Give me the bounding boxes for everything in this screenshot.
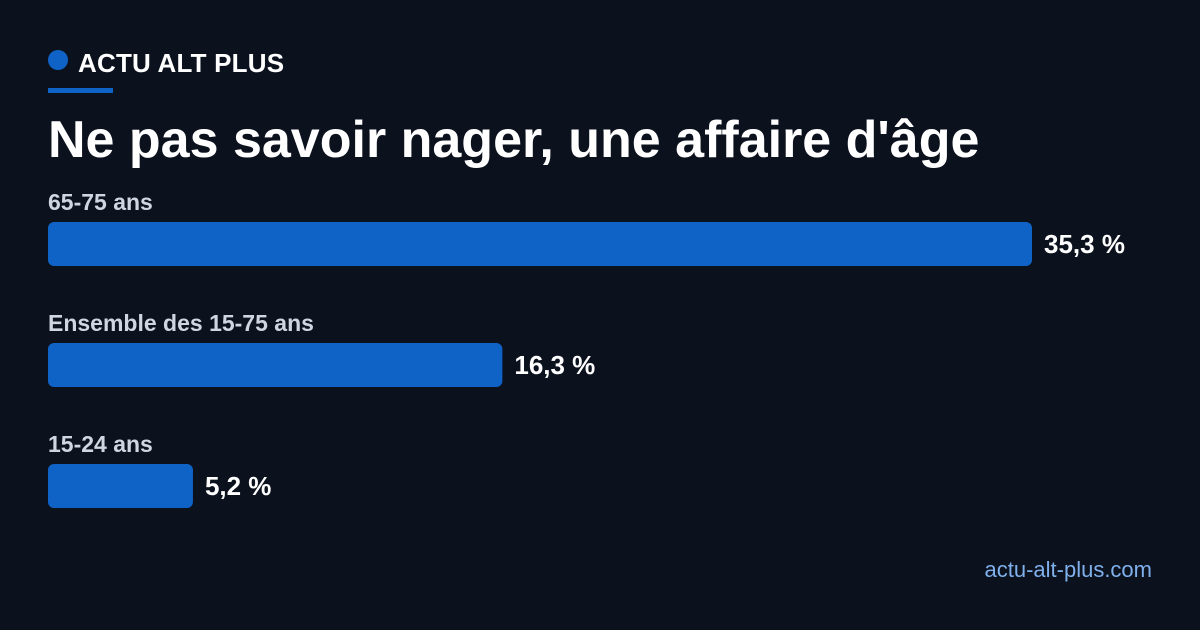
bar [48, 464, 193, 508]
category-label: 15-24 ans [48, 431, 153, 457]
brand-underline [48, 88, 113, 93]
footer-url[interactable]: actu-alt-plus.com [984, 557, 1152, 582]
bar-value-label: 5,2 % [205, 471, 272, 501]
category-label: Ensemble des 15-75 ans [48, 310, 314, 336]
brand-name: ACTU ALT PLUS [78, 47, 285, 78]
category-label: 65-75 ans [48, 189, 153, 215]
bar [48, 222, 1032, 266]
chart-title: Ne pas savoir nager, une affaire d'âge [48, 111, 980, 169]
bar-value-label: 35,3 % [1044, 229, 1125, 259]
bar [48, 343, 503, 387]
brand-dot-icon [48, 50, 68, 70]
bar-value-label: 16,3 % [514, 350, 595, 380]
brand: ACTU ALT PLUS [48, 48, 284, 78]
